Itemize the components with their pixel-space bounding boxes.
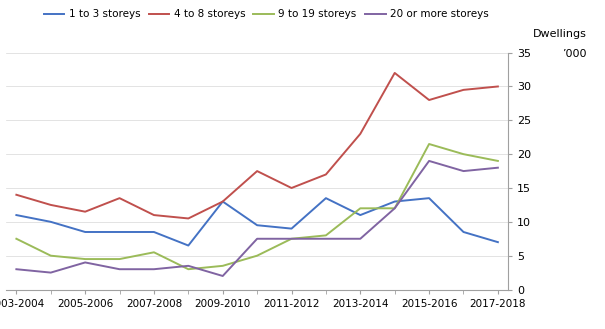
Text: Dwellings: Dwellings (533, 30, 587, 39)
9 to 19 storeys (116, 257, 123, 261)
20 or more storeys (116, 267, 123, 271)
9 to 19 storeys (13, 237, 20, 241)
9 to 19 storeys (288, 237, 295, 241)
20 or more storeys (253, 237, 261, 241)
9 to 19 storeys (150, 250, 157, 254)
20 or more storeys (460, 169, 467, 173)
Line: 20 or more storeys: 20 or more storeys (16, 161, 498, 276)
20 or more storeys (82, 261, 89, 265)
20 or more storeys (47, 271, 54, 275)
9 to 19 storeys (357, 206, 364, 210)
20 or more storeys (391, 206, 398, 210)
Text: ’000: ’000 (563, 49, 587, 59)
4 to 8 storeys (47, 203, 54, 207)
20 or more storeys (288, 237, 295, 241)
1 to 3 storeys (391, 200, 398, 204)
4 to 8 storeys (357, 132, 364, 136)
4 to 8 storeys (150, 213, 157, 217)
9 to 19 storeys (460, 152, 467, 156)
9 to 19 storeys (47, 254, 54, 258)
Line: 9 to 19 storeys: 9 to 19 storeys (16, 144, 498, 269)
20 or more storeys (13, 267, 20, 271)
1 to 3 storeys (253, 223, 261, 227)
1 to 3 storeys (150, 230, 157, 234)
9 to 19 storeys (322, 233, 330, 237)
9 to 19 storeys (82, 257, 89, 261)
9 to 19 storeys (253, 254, 261, 258)
20 or more storeys (494, 166, 502, 170)
1 to 3 storeys (425, 196, 433, 200)
4 to 8 storeys (425, 98, 433, 102)
1 to 3 storeys (82, 230, 89, 234)
4 to 8 storeys (253, 169, 261, 173)
4 to 8 storeys (460, 88, 467, 92)
9 to 19 storeys (391, 206, 398, 210)
20 or more storeys (425, 159, 433, 163)
1 to 3 storeys (219, 200, 226, 204)
9 to 19 storeys (219, 264, 226, 268)
1 to 3 storeys (47, 220, 54, 224)
20 or more storeys (219, 274, 226, 278)
Line: 4 to 8 storeys: 4 to 8 storeys (16, 73, 498, 218)
20 or more storeys (357, 237, 364, 241)
4 to 8 storeys (391, 71, 398, 75)
4 to 8 storeys (82, 210, 89, 214)
9 to 19 storeys (425, 142, 433, 146)
1 to 3 storeys (185, 243, 192, 247)
4 to 8 storeys (13, 193, 20, 197)
1 to 3 storeys (116, 230, 123, 234)
1 to 3 storeys (460, 230, 467, 234)
4 to 8 storeys (219, 200, 226, 204)
4 to 8 storeys (288, 186, 295, 190)
9 to 19 storeys (185, 267, 192, 271)
4 to 8 storeys (322, 172, 330, 176)
20 or more storeys (150, 267, 157, 271)
Legend: 1 to 3 storeys, 4 to 8 storeys, 9 to 19 storeys, 20 or more storeys: 1 to 3 storeys, 4 to 8 storeys, 9 to 19 … (39, 5, 493, 24)
4 to 8 storeys (185, 216, 192, 220)
1 to 3 storeys (494, 240, 502, 244)
1 to 3 storeys (13, 213, 20, 217)
20 or more storeys (322, 237, 330, 241)
1 to 3 storeys (288, 227, 295, 231)
4 to 8 storeys (116, 196, 123, 200)
1 to 3 storeys (322, 196, 330, 200)
1 to 3 storeys (357, 213, 364, 217)
4 to 8 storeys (494, 85, 502, 89)
9 to 19 storeys (494, 159, 502, 163)
20 or more storeys (185, 264, 192, 268)
Line: 1 to 3 storeys: 1 to 3 storeys (16, 198, 498, 245)
